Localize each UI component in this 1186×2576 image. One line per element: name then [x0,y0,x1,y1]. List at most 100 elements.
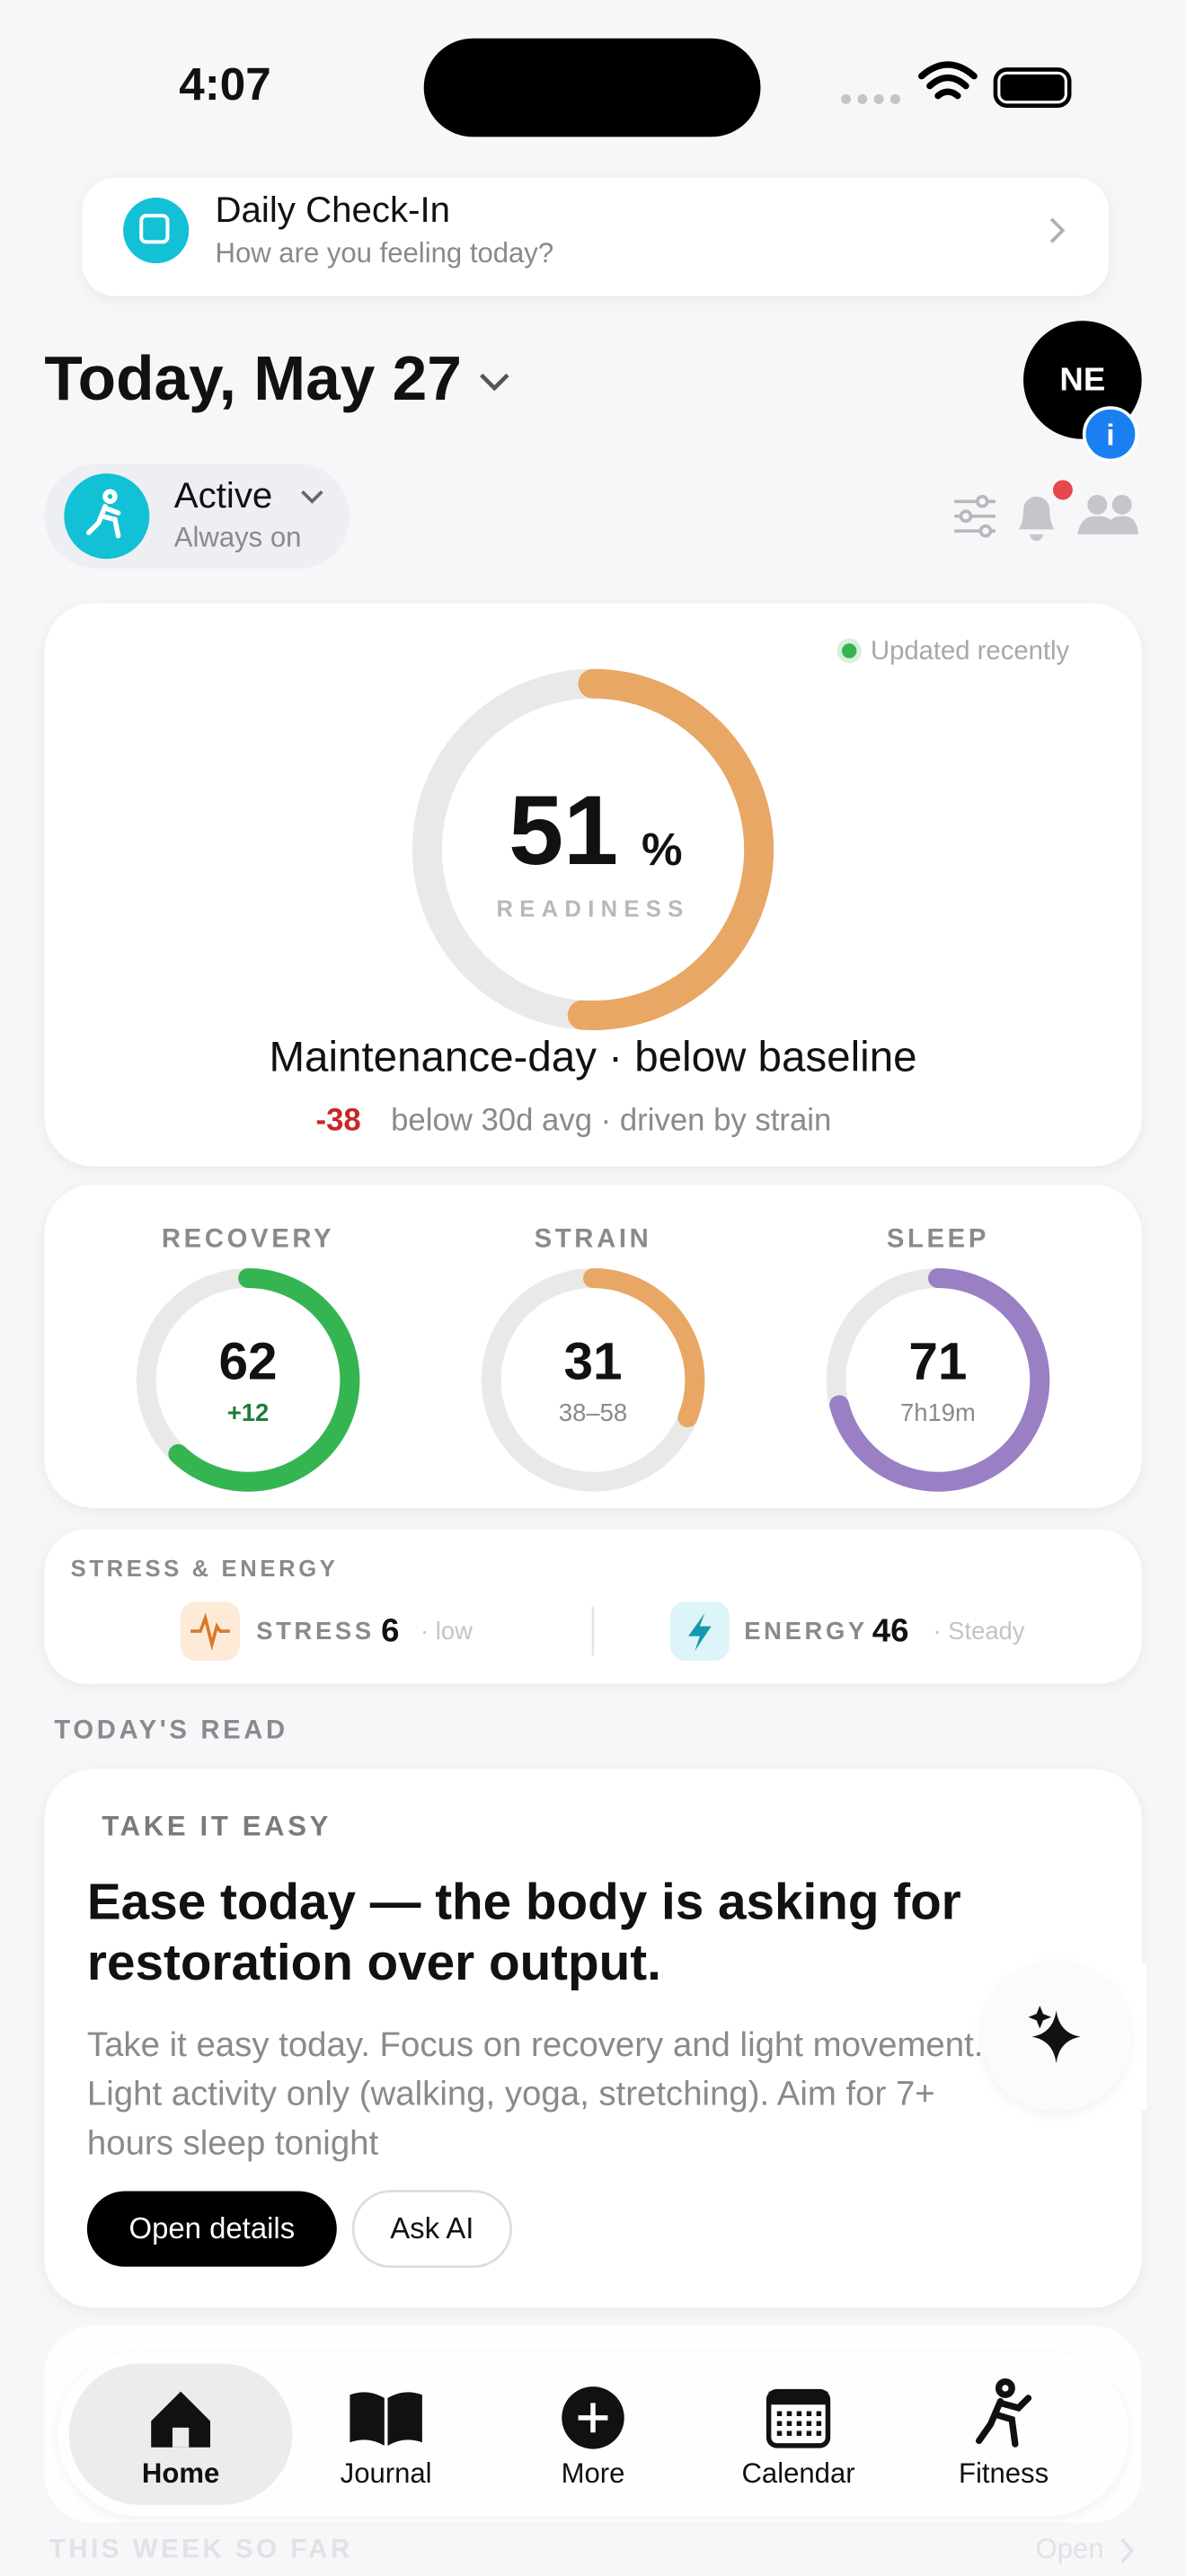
energy-label: ENERGY [744,1617,868,1645]
tab-label: Fitness [959,2457,1049,2489]
open-chevron [1120,2537,1135,2563]
ask-ai-button[interactable] [351,2190,512,2269]
tab[interactable]: Fitness [959,2378,1049,2489]
runner-icon [85,489,121,539]
ring-arc [481,1268,705,1492]
calendar-dot [806,2430,812,2436]
bell-icon[interactable] [1018,496,1055,542]
stress-note: · low [420,1617,473,1645]
avatar-initials: NE [1059,360,1105,397]
metric-value: 71 [908,1332,967,1390]
stress-icon [190,1612,230,1651]
notification-dot [1052,480,1073,500]
calendar-dot [806,2411,812,2417]
tab-label: More [562,2457,625,2489]
ring-arc [412,668,774,1030]
stress-energy-title: STRESS & ENERGY [71,1557,339,1582]
updated-status: Updated recently [871,637,1070,666]
calendar-dot [786,2430,792,2436]
calendar-dot [776,2430,783,2436]
calendar-dot [776,2421,783,2426]
battery-level [1000,74,1065,101]
section-title: TODAY'S READ [54,1716,288,1744]
door [172,2427,190,2448]
calendar-dot [776,2411,783,2417]
energy-value: 46 [872,1612,909,1649]
tab[interactable]: More [562,2386,625,2489]
filter-icon[interactable] [954,494,996,538]
read-tag: TAKE IT EASY [102,1811,332,1842]
metric-value: 62 [219,1332,278,1390]
readiness-headline: Maintenance-day · below baseline [269,1033,916,1081]
edit-icon [139,214,170,244]
mode-chevron [301,490,323,504]
metric-sub: 38–58 [559,1398,627,1426]
calendar-dot [796,2430,802,2436]
info-badge[interactable] [1082,406,1138,463]
mode-title: Active [174,475,273,516]
read-body: Take it easy today. Focus on recovery an… [87,2025,984,2064]
readiness-delta: -38 [316,1104,361,1138]
people-icon[interactable] [1077,494,1138,534]
stress-value: 6 [381,1612,399,1649]
date-chevron [480,373,509,392]
sparkle-icon [1028,2005,1081,2063]
tab[interactable]: Journal [341,2392,432,2489]
metric-sub: 7h19m [900,1398,976,1426]
metric-label: RECOVERY [162,1225,334,1254]
read-body: hours sleep tonight [87,2123,379,2162]
tab-label: Journal [341,2457,432,2489]
signal [841,93,900,104]
readiness-label: READINESS [496,896,689,922]
open-details-label: Open details [129,2211,296,2245]
calendar-dot [816,2411,822,2417]
ask-ai-label: Ask AI [390,2211,474,2245]
mode-subtitle: Always on [174,522,302,553]
metric-value: 31 [563,1332,622,1390]
metric-sub: +12 [227,1398,270,1426]
tab-label: Home [142,2457,219,2489]
ring-arc [136,1268,360,1492]
readiness-delta-text: below 30d avg · driven by strain [391,1104,831,1138]
battery [993,67,1072,108]
check-in-title: Daily Check-In [216,190,451,230]
calendar-dot [786,2411,792,2417]
readiness-card [44,603,1142,1167]
energy-icon [688,1612,712,1652]
tab-icon-bar [768,2391,828,2405]
calendar-dot [786,2421,792,2426]
time: 4:07 [179,58,270,110]
tab-icon [975,2378,1032,2448]
dynamic-island [423,38,761,137]
stress-label: STRESS [256,1617,375,1645]
metrics-card [44,1184,1142,1508]
wifi [917,61,978,100]
date-title[interactable]: Today, May 27 [44,343,462,413]
energy-note: · Steady [933,1617,1024,1645]
check-in-card[interactable] [82,178,1110,296]
tab[interactable]: Calendar [741,2388,855,2489]
tab[interactable]: Home [142,2391,219,2489]
week-section-title: THIS WEEK SO FAR [49,2536,353,2564]
calendar-dot [796,2421,802,2426]
metric-label: STRAIN [535,1225,652,1254]
read-body: Light activity only (walking, yoga, stre… [87,2075,935,2113]
read-card [44,1769,1142,2308]
status-dot [836,638,862,664]
read-headline: Ease today — the body is asking for [87,1874,961,1930]
plus [578,2403,608,2433]
metric-label: SLEEP [887,1225,989,1254]
readiness-value: 51 [509,776,618,886]
open-details-button[interactable] [86,2191,337,2267]
metrics: RECOVERY 62 +12 STRAIN 31 38–58 SLEEP 71 7h19m [136,1225,1050,1492]
chevron [1049,217,1066,243]
check-in-subtitle: How are you feeling today? [216,237,554,269]
tab-icon [151,2391,211,2448]
tab-icon [350,2392,422,2446]
calendar-dot [816,2430,822,2436]
calendar-dot [796,2411,802,2417]
ring-arc [826,1268,1050,1492]
week-open-link[interactable]: Open [1036,2533,1104,2564]
check-in-icon [123,198,190,264]
